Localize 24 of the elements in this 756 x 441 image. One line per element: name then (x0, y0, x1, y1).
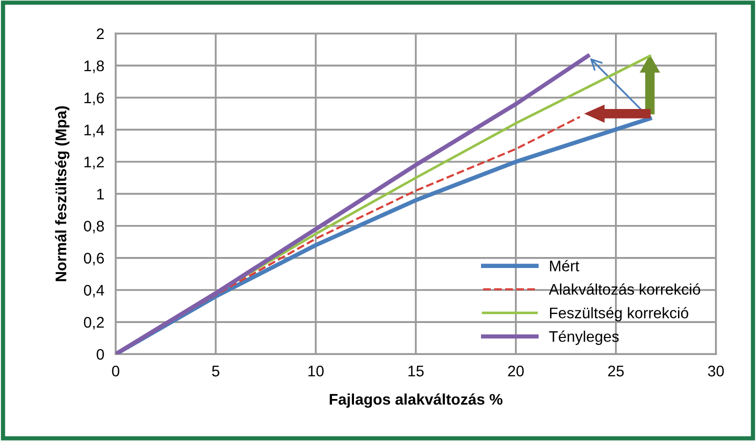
y-tick-label: 2 (96, 28, 104, 40)
y-tick-label: 1,2 (84, 156, 104, 170)
x-axis-title: Fajlagos alakváltozás % (330, 393, 502, 408)
y-tick-label: 1,4 (84, 124, 104, 138)
x-tick-label: 25 (608, 366, 624, 376)
y-tick-label: 0,6 (84, 252, 104, 266)
y-tick-label: 0 (96, 348, 104, 360)
y-axis-title: Normál feszültség (Mpa) (54, 106, 70, 282)
y-tick-label: 1,6 (84, 92, 104, 106)
x-tick-label: 0 (112, 366, 120, 376)
x-tick-label: 5 (212, 366, 220, 376)
y-tick-label: 0,2 (84, 316, 104, 330)
legend-label: Feszültség korrekció (550, 306, 688, 322)
legend-label: Tényleges (549, 330, 619, 345)
x-tick-label: 15 (408, 366, 424, 376)
x-tick-label: 20 (508, 366, 524, 376)
y-tick-label: 0,4 (84, 284, 104, 298)
x-tick-label: 10 (308, 366, 324, 376)
legend-label: Mért (550, 260, 580, 272)
x-tick-label: 30 (708, 366, 724, 376)
y-tick-label: 1,8 (84, 60, 104, 74)
y-tick-label: 1 (97, 188, 104, 200)
legend-label: Alakváltozás korrekció (548, 283, 700, 295)
y-tick-label: 0,8 (84, 220, 104, 234)
